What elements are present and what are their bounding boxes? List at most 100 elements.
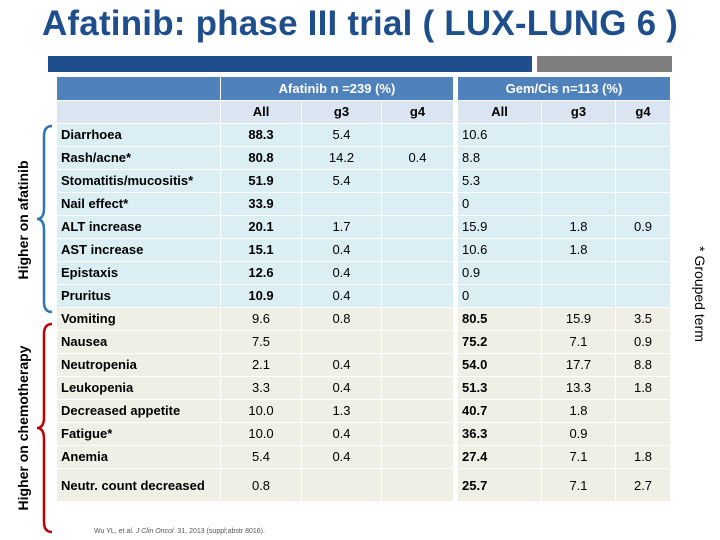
subheader-gemcis-g3: g3 [541,100,616,124]
row-label: AST increase [56,238,221,262]
cell-gemcis-all: 25.7 [457,468,542,502]
cell-gemcis-all: 15.9 [457,215,542,239]
table-row: ALT increase 20.1 1.7 15.9 1.8 0.9 [56,215,672,239]
subheader-afatinib-g4: g4 [381,100,454,124]
afatinib-bracket [36,124,53,314]
cell-afatinib-g3: 0.4 [301,422,382,446]
row-label: Diarrhoea [56,123,221,147]
cell-gemcis-g4 [614,399,672,423]
cell-afatinib-all: 3.3 [220,376,302,400]
cell-gemcis-g4: 1.8 [614,445,672,469]
cell-gemcis-g3: 1.8 [541,399,616,423]
cell-gemcis-g3: 13.3 [541,376,616,400]
cell-afatinib-g4 [381,169,454,193]
cell-gemcis-g4: 1.8 [614,376,672,400]
cell-afatinib-g3: 0.4 [301,353,382,377]
citation-authors: Wu YL, et al. [94,528,136,535]
cell-gemcis-g4 [614,123,672,147]
table-row: Pruritus 10.9 0.4 0 [56,284,672,308]
cell-gemcis-all: 51.3 [457,376,542,400]
row-label: Anemia [56,445,221,469]
cell-afatinib-g4 [381,192,454,216]
cell-afatinib-all: 51.9 [220,169,302,193]
cell-gemcis-all: 36.3 [457,422,542,446]
table-row: Neutropenia 2.1 0.4 54.0 17.7 8.8 [56,353,672,377]
row-label: Leukopenia [56,376,221,400]
side-label-afatinib: Higher on afatinib [15,160,31,280]
cell-gemcis-all: 40.7 [457,399,542,423]
cell-afatinib-all: 12.6 [220,261,302,285]
cell-gemcis-all: 54.0 [457,353,542,377]
cell-afatinib-g4 [381,399,454,423]
table-row: Anemia 5.4 0.4 27.4 7.1 1.8 [56,445,672,469]
cell-afatinib-g3: 5.4 [301,123,382,147]
cell-afatinib-g3: 1.7 [301,215,382,239]
slide-title: Afatinib: phase III trial ( LUX-LUNG 6 ) [41,4,679,43]
cell-gemcis-g3: 1.8 [541,238,616,262]
cell-afatinib-g3 [301,330,382,354]
cell-gemcis-g4 [614,284,672,308]
cell-afatinib-all: 88.3 [220,123,302,147]
cell-afatinib-all: 10.0 [220,399,302,423]
header-afatinib: Afatinib n =239 (%) [220,76,454,101]
cell-gemcis-g4 [614,238,672,262]
cell-gemcis-all: 80.5 [457,307,542,331]
table-row: Nausea 7.5 75.2 7.1 0.9 [56,330,672,354]
cell-afatinib-g3: 1.3 [301,399,382,423]
cell-afatinib-g3: 5.4 [301,169,382,193]
cell-gemcis-g3 [541,169,616,193]
cell-afatinib-all: 15.1 [220,238,302,262]
table-row: Leukopenia 3.3 0.4 51.3 13.3 1.8 [56,376,672,400]
cell-afatinib-g4 [381,330,454,354]
cell-gemcis-g3 [541,146,616,170]
row-label: Epistaxis [56,261,221,285]
table-row: Epistaxis 12.6 0.4 0.9 [56,261,672,285]
cell-gemcis-g3 [541,261,616,285]
cell-gemcis-g4: 2.7 [614,468,672,502]
table-row: Fatigue* 10.0 0.4 36.3 0.9 [56,422,672,446]
cell-gemcis-g4 [614,192,672,216]
cell-gemcis-all: 75.2 [457,330,542,354]
citation-journal: J Clin Oncol. [135,528,176,535]
subheader-blank [56,100,221,124]
row-label: Nausea [56,330,221,354]
cell-afatinib-g3: 0.4 [301,238,382,262]
cell-afatinib-g3: 0.8 [301,307,382,331]
cell-gemcis-g3: 0.9 [541,422,616,446]
cell-afatinib-all: 9.6 [220,307,302,331]
cell-afatinib-all: 7.5 [220,330,302,354]
cell-afatinib-g4 [381,468,454,502]
table-row: Diarrhoea 88.3 5.4 10.6 [56,123,672,147]
cell-afatinib-g4 [381,284,454,308]
row-label: Neutr. count decreased [56,468,221,502]
cell-gemcis-g3: 7.1 [541,445,616,469]
table-row: Rash/acne* 80.8 14.2 0.4 8.8 [56,146,672,170]
row-label: Stomatitis/mucositis* [56,169,221,193]
cell-gemcis-all: 0 [457,284,542,308]
table-row: AST increase 15.1 0.4 10.6 1.8 [56,238,672,262]
cell-gemcis-g3: 7.1 [541,468,616,502]
cell-gemcis-g4 [614,169,672,193]
cell-afatinib-all: 10.9 [220,284,302,308]
cell-afatinib-all: 5.4 [220,445,302,469]
cell-gemcis-g4 [614,146,672,170]
table-body: Diarrhoea 88.3 5.4 10.6 Rash/acne* 80.8 14.2 0.… [56,123,672,502]
subheader-afatinib-g3: g3 [301,100,382,124]
row-label: Decreased appetite [56,399,221,423]
adverse-events-table: Afatinib n =239 (%) Gem/Cis n=113 (%) Al… [56,76,672,502]
cell-gemcis-g3: 1.8 [541,215,616,239]
cell-gemcis-g3: 7.1 [541,330,616,354]
header-gemcis: Gem/Cis n=113 (%) [456,76,672,101]
row-label: Neutropenia [56,353,221,377]
cell-afatinib-g4: 0.4 [381,146,454,170]
cell-afatinib-g3 [301,468,382,502]
cell-afatinib-g4 [381,422,454,446]
cell-gemcis-g4: 3.5 [614,307,672,331]
row-label: Rash/acne* [56,146,221,170]
table-row: Vomiting 9.6 0.8 80.5 15.9 3.5 [56,307,672,331]
cell-gemcis-g4: 0.9 [614,330,672,354]
row-label: ALT increase [56,215,221,239]
cell-gemcis-g3 [541,284,616,308]
header-blank [56,76,221,101]
chemotherapy-bracket [36,322,53,534]
